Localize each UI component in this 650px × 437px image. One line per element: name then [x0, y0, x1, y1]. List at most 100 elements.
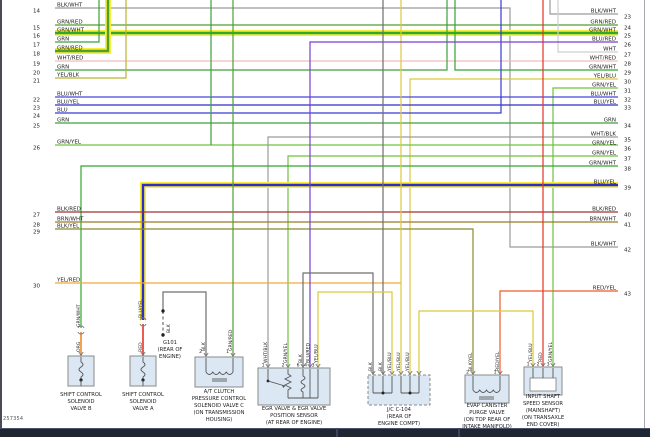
pin-arrow-icon [300, 363, 306, 368]
right-rail-entry-42: BLK/WHT 42 [591, 242, 631, 254]
connector-icon [77, 325, 85, 335]
left-rail-entry-17: 17 GRN [33, 37, 69, 49]
right-rail-wire-color-label: GRN/YEL [592, 83, 617, 89]
right-rail-number: 32 [624, 98, 631, 104]
right-rail-number: 27 [624, 53, 631, 59]
component-label-line: J/C C-104 [386, 407, 412, 413]
left-rail-number: 14 [33, 9, 40, 15]
right-rail-number: 26 [624, 43, 631, 49]
pin-arrow-icon [203, 352, 209, 357]
wire-yelblu-30 [409, 78, 618, 375]
left-rail-number: 19 [33, 62, 40, 68]
vertical-wire-label: YEL/BLU [314, 344, 320, 364]
right-rail-number: 30 [624, 80, 631, 86]
left-rail-wire-color-label: GRN/RED [57, 46, 83, 52]
left-rail-wire-color-label: YEL/BLK [56, 73, 80, 79]
wire-halo-bluyel-39-thick [140, 182, 618, 322]
right-rail-entry-35: WHT/BLK 35 [591, 132, 632, 144]
left-rail-number: 20 [33, 71, 40, 77]
wire-grnyel-37 [287, 155, 618, 368]
pin-arrow-icon [550, 362, 556, 367]
right-rail-wire-color-label: GRN/RED [590, 20, 616, 26]
right-rail-wire-color-label: GRN/YEL [592, 141, 617, 147]
left-rail-entry-21: 21 YEL/BLK [33, 73, 80, 85]
right-rail-entry-40: BLK/RED 40 [592, 207, 631, 219]
right-rail-number: 40 [624, 213, 631, 219]
pin-arrow-icon [407, 370, 413, 375]
right-rail-wire-color-label: BLU/RED [592, 37, 616, 43]
left-rail-entry-26: 26 GRN/YEL [33, 140, 82, 152]
pin-arrow-icon [416, 370, 422, 375]
right-rail-entry-43: RED/YEL 43 [593, 286, 632, 298]
left-rail-number: 15 [33, 26, 40, 32]
pin-arrow-icon [230, 352, 236, 357]
wire-grn-20 [55, 0, 448, 71]
pin-number: 1 [527, 362, 530, 368]
right-rail-wire-color-label: WHT [603, 47, 617, 53]
bottom-status-bar [0, 428, 650, 437]
component-box [464, 374, 510, 404]
pin-number: 1 [226, 349, 229, 355]
right-rail-entry-33: BLU/YEL 33 [594, 100, 632, 112]
left-rail-entry-15: 15 GRN/RED [33, 20, 83, 32]
vertical-wire-label: BLU/YEL [138, 299, 144, 318]
left-rail-entry-20: 20 GRN [33, 65, 69, 77]
pin-arrow-icon [380, 370, 386, 375]
wire-bluyel-39-thick [141, 183, 618, 322]
left-rail-number: 23 [33, 106, 40, 112]
right-rail-entry-24: GRN/RED 24 [590, 20, 631, 32]
left-rail-wire-color-label: GRN/RED [57, 20, 83, 26]
left-rail-entry-24: 24 BLU [33, 108, 68, 120]
right-rail-wire-color-label: YEL/BLU [593, 74, 616, 80]
left-rail-entry-27: 27 BLK/RED [33, 207, 81, 219]
junction-dot [161, 333, 165, 337]
pin-number: 2 [282, 363, 285, 369]
component-label-line: SHIFT CONTROL [122, 392, 164, 398]
left-rail-wire-color-label: BLK/WHT [57, 3, 83, 9]
pin-number: 3 [547, 362, 550, 368]
left-rail-wire-color-label: BLU [57, 108, 68, 114]
component-label-line: POSITION SENSOR [270, 413, 318, 419]
component-label-line: SPEED SENSOR [523, 401, 563, 407]
vertical-wire-label: BLK [378, 361, 384, 371]
pin-arrow-icon [398, 370, 404, 375]
status-bar-divider [336, 428, 338, 437]
right-rail-number: 29 [624, 71, 631, 77]
pin-number: 3 [312, 363, 315, 369]
pin-arrow-icon [540, 362, 546, 367]
vertical-wire-label: GRN/RED [228, 329, 234, 351]
pin-arrow-icon [140, 351, 146, 356]
pin-number: 2 [199, 349, 202, 355]
left-rail-wire-color-label: BLU/WHT [57, 92, 83, 98]
right-rail-wire-color-label: BLK/WHT [591, 9, 617, 15]
left-rail-number: 26 [33, 146, 40, 152]
left-rail-wire-color-label: WHT/RED [57, 56, 83, 62]
figure-number: 257354 [3, 416, 24, 422]
wire-blkyel-29 [55, 228, 474, 375]
component-label-line: VALVE B [70, 406, 92, 412]
right-rail-wire-color-label: GRN [604, 118, 616, 124]
right-rail-number: 37 [624, 157, 631, 163]
wire-grnwht-38 [80, 165, 618, 330]
component-label-line: (REAR OF [387, 414, 412, 420]
right-rail-number: 23 [624, 15, 631, 21]
left-window-border [0, 0, 2, 437]
right-rail-number: 25 [624, 34, 631, 40]
wire-grnyel-31 [552, 87, 618, 367]
right-rail-wire-color-label: BLK/RED [592, 207, 616, 213]
component-box [367, 374, 431, 406]
wire-blu-24 [55, 0, 502, 114]
pin-number: 4 [304, 363, 307, 369]
right-rail-entry-26: BLU/RED 26 [592, 37, 631, 49]
left-rail-wire-color-label: GRN [57, 118, 69, 124]
right-rail-wire-color-label: BLU/YEL [594, 100, 617, 106]
left-rail-number: 24 [33, 114, 40, 120]
vertical-wire-label: BLK [298, 353, 304, 363]
vertical-wire-label: BLK [166, 323, 172, 333]
